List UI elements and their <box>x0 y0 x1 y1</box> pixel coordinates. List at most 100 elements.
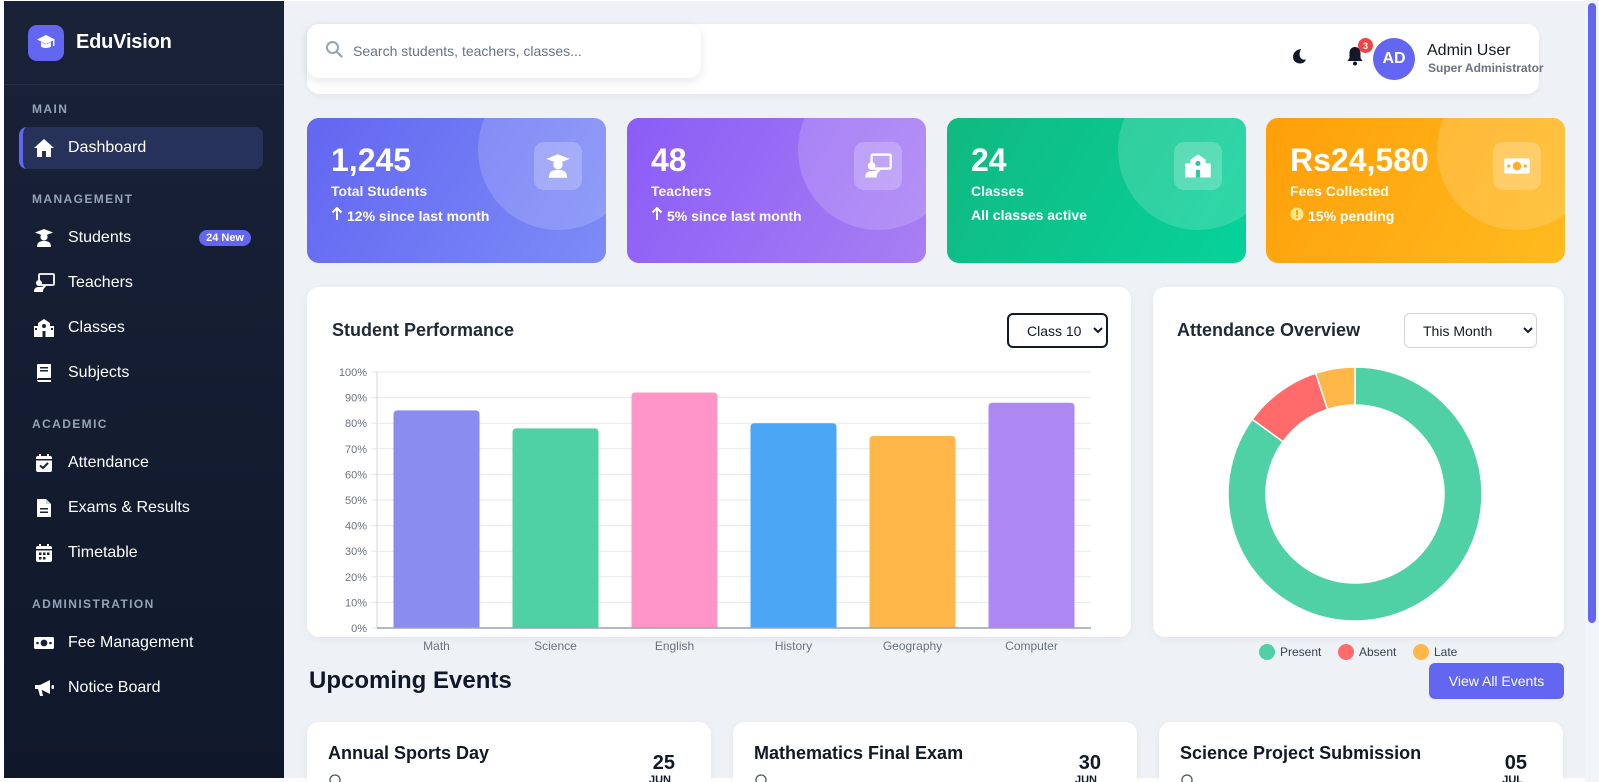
stat-value: 24 <box>971 142 1007 178</box>
avatar[interactable]: AD <box>1373 38 1415 80</box>
bar-history[interactable] <box>750 423 837 628</box>
moon-icon <box>1290 47 1308 70</box>
school-icon <box>33 317 55 339</box>
sidebar-item-subjects[interactable]: Subjects <box>19 352 263 394</box>
legend-absent[interactable]: Absent <box>1338 644 1396 660</box>
sidebar-item-label: Dashboard <box>68 139 147 156</box>
bar-math[interactable] <box>393 410 480 628</box>
sidebar-item-notice-board[interactable]: Notice Board <box>19 667 263 709</box>
brand[interactable]: EduVision <box>4 1 284 85</box>
sidebar-item-label: Notice Board <box>68 679 161 696</box>
event-card[interactable]: Science Project Submission 05 JUL <box>1159 722 1563 782</box>
arrow-up-icon <box>651 206 663 224</box>
topbar: 3 AD Admin User Super Administrator <box>307 24 1544 94</box>
sidebar-item-dashboard[interactable]: Dashboard <box>19 127 263 169</box>
new-students-badge: 24 New <box>199 230 251 246</box>
legend-swatch <box>1338 644 1354 660</box>
event-day: 05 <box>1504 752 1527 774</box>
y-tick-label: 80% <box>345 418 367 430</box>
stat-value: 48 <box>651 142 687 178</box>
sidebar-item-label: Teachers <box>68 274 133 291</box>
book-icon <box>33 362 55 384</box>
sidebar-item-classes[interactable]: Classes <box>19 307 263 349</box>
attendance-donut-chart <box>1227 366 1483 622</box>
sidebar-item-label: Classes <box>68 319 125 336</box>
sidebar-item-fee-management[interactable]: Fee Management <box>19 622 263 664</box>
user-name[interactable]: Admin User <box>1427 42 1511 59</box>
y-tick-label: 40% <box>345 521 367 533</box>
sidebar-item-students[interactable]: Students 24 New <box>19 217 263 259</box>
sidebar-item-label: Fee Management <box>68 634 194 651</box>
legend-present[interactable]: Present <box>1259 644 1321 660</box>
stat-trend: 12% since last month <box>331 206 489 224</box>
notification-count-badge: 3 <box>1358 38 1373 53</box>
bar-science[interactable] <box>512 428 599 628</box>
section-management: MANAGEMENT <box>32 192 134 206</box>
event-month: JUL <box>1502 774 1523 782</box>
event-time <box>329 774 341 782</box>
money-icon <box>33 632 55 654</box>
sidebar: EduVision MAIN Dashboard MANAGEMENT Stud… <box>4 1 284 778</box>
y-tick-label: 60% <box>345 469 367 481</box>
scrollbar-thumb[interactable] <box>1588 3 1596 623</box>
performance-bar-chart: 0% 10% 20% 30% 40% 50% 60% 70% 80% 90% 100% Math Sci… <box>339 367 1091 653</box>
event-card[interactable]: Annual Sports Day 25 JUN <box>307 722 711 782</box>
stat-card-classes[interactable]: 24 Classes All classes active <box>947 118 1246 263</box>
notifications-button[interactable]: 3 <box>1343 38 1373 70</box>
bar-geography[interactable] <box>869 436 956 628</box>
stat-card-fees[interactable]: Rs24,580 Fees Collected 15% pending <box>1266 118 1565 263</box>
bar-computer[interactable] <box>988 402 1075 628</box>
legend-label: Absent <box>1359 645 1397 659</box>
user-role: Super Administrator <box>1428 61 1544 75</box>
dark-mode-toggle[interactable] <box>1287 46 1311 70</box>
file-icon <box>33 497 55 519</box>
legend-label: Present <box>1280 645 1322 659</box>
stat-label: Fees Collected <box>1290 183 1389 199</box>
sidebar-item-teachers[interactable]: Teachers <box>19 262 263 304</box>
event-month: JUN <box>648 774 671 782</box>
legend-late[interactable]: Late <box>1413 644 1457 660</box>
stat-card-teachers[interactable]: 48 Teachers 5% since last month <box>627 118 926 263</box>
section-administration: ADMINISTRATION <box>32 597 155 611</box>
home-icon <box>33 137 55 159</box>
period-select[interactable]: This Month <box>1404 313 1537 348</box>
slice-present[interactable] <box>1227 366 1483 622</box>
search-icon <box>325 40 343 63</box>
calendar-check-icon <box>33 452 55 474</box>
stat-trend-text: 5% since last month <box>667 207 802 224</box>
class-select[interactable]: Class 10 <box>1007 313 1108 348</box>
page-scrollbar[interactable] <box>1585 0 1599 782</box>
event-time <box>1181 774 1193 782</box>
y-tick-label: 50% <box>345 495 367 507</box>
y-tick-label: 10% <box>345 597 367 609</box>
event-title: Science Project Submission <box>1180 743 1422 763</box>
event-card[interactable]: Mathematics Final Exam 30 JUN <box>733 722 1137 782</box>
student-icon <box>534 142 582 190</box>
sidebar-item-attendance[interactable]: Attendance <box>19 442 263 484</box>
event-title: Annual Sports Day <box>328 743 490 763</box>
view-all-events-button[interactable]: View All Events <box>1429 663 1564 699</box>
graduation-cap-icon <box>28 24 64 61</box>
stat-trend: 5% since last month <box>651 206 802 224</box>
y-tick-label: 90% <box>345 393 367 405</box>
teacher-icon <box>33 272 55 294</box>
school-icon <box>1174 142 1222 190</box>
slice-late[interactable] <box>1314 366 1356 411</box>
search-bar[interactable] <box>307 24 701 78</box>
stat-card-students[interactable]: 1,245 Total Students 12% since last mont… <box>307 118 606 263</box>
sidebar-item-label: Students <box>68 229 132 246</box>
y-tick-label: 100% <box>339 367 367 379</box>
stat-status: All classes active <box>971 207 1087 223</box>
sidebar-item-timetable[interactable]: Timetable <box>19 532 263 574</box>
stat-label: Classes <box>971 183 1024 199</box>
sidebar-item-label: Exams & Results <box>68 499 190 516</box>
search-input[interactable] <box>353 43 673 59</box>
performance-panel: Student Performance Class 10 0% 10% 20% 30%… <box>307 287 1131 653</box>
legend-swatch <box>1413 644 1429 660</box>
stat-label: Teachers <box>651 183 712 199</box>
megaphone-icon <box>33 677 55 699</box>
events-title: Upcoming Events <box>309 667 512 694</box>
bar-english[interactable] <box>631 392 718 628</box>
clock-icon <box>755 774 767 782</box>
sidebar-item-exams[interactable]: Exams & Results <box>19 487 263 529</box>
